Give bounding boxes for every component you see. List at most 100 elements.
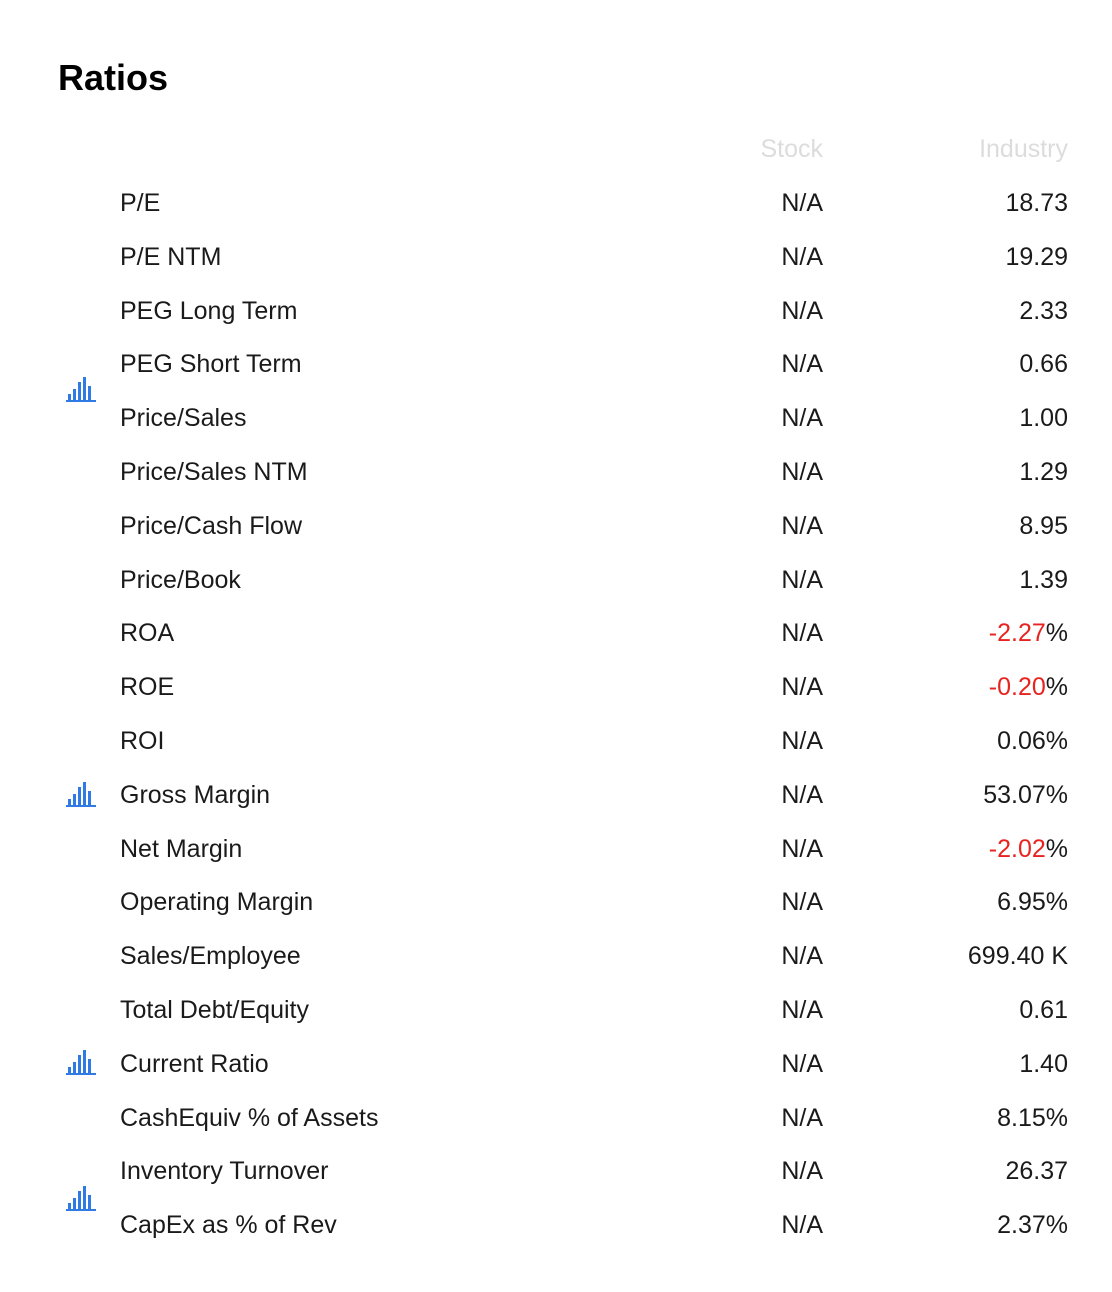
ratio-row: Inventory Turnover N/A 26.37 (0, 1144, 1112, 1198)
industry-value: 8.15% (997, 1103, 1068, 1133)
ratio-label: ROE (120, 673, 175, 702)
column-header-industry: Industry (979, 135, 1068, 163)
ratio-row: PEG Short Term N/A 0.66 (0, 337, 1112, 391)
ratio-row: Gross Margin N/A 53.07% (0, 768, 1112, 822)
page-title: Ratios (58, 57, 169, 98)
ratio-row: P/E NTM N/A 19.29 (0, 230, 1112, 284)
industry-number: 26.37 (1005, 1157, 1068, 1186)
bar-chart-icon[interactable] (66, 1185, 96, 1211)
ratio-row: Price/Sales N/A 1.00 (0, 391, 1112, 445)
industry-number: 2.33 (1019, 296, 1068, 325)
industry-value: 53.07% (983, 780, 1068, 810)
stock-value: N/A (781, 189, 823, 217)
industry-number: -2.27 (988, 619, 1046, 648)
ratio-row: Operating Margin N/A 6.95% (0, 875, 1112, 929)
industry-value: 6.95% (997, 887, 1068, 917)
stock-value: N/A (781, 1211, 823, 1240)
percent-suffix: % (1045, 834, 1068, 863)
ratio-label: ROA (120, 619, 175, 648)
industry-value: 699.40 K (968, 941, 1068, 971)
percent-suffix: % (1045, 673, 1068, 702)
industry-value: 0.61 (1019, 995, 1068, 1025)
ratio-label: P/E (120, 189, 161, 217)
ratio-label: Current Ratio (120, 1049, 269, 1078)
stock-value: N/A (781, 995, 823, 1024)
ratio-row: Current Ratio N/A 1.40 (0, 1037, 1112, 1091)
ratio-label: ROI (120, 726, 165, 755)
industry-value: 2.33 (1019, 296, 1068, 326)
ratio-label: Net Margin (120, 834, 243, 863)
ratio-label: Price/Sales (120, 404, 247, 433)
industry-number: 1.00 (1019, 404, 1068, 433)
ratio-row: CashEquiv % of Assets N/A 8.15% (0, 1091, 1112, 1145)
industry-number: 8.95 (1019, 511, 1068, 540)
ratio-row: PEG Long Term N/A 2.33 (0, 284, 1112, 338)
industry-value: 1.39 (1019, 565, 1068, 595)
stock-value: N/A (781, 457, 823, 486)
industry-value: 2.37% (997, 1210, 1068, 1240)
industry-number: 1.29 (1019, 457, 1068, 486)
ratio-row: Price/Sales NTM N/A 1.29 (0, 445, 1112, 499)
ratio-label: PEG Short Term (120, 350, 302, 379)
stock-value: N/A (781, 942, 823, 971)
percent-suffix: % (1045, 619, 1068, 648)
industry-value: 26.37 (1005, 1156, 1068, 1186)
bar-chart-icon[interactable] (66, 376, 96, 402)
bar-chart-icon[interactable] (66, 1049, 96, 1075)
stock-value: N/A (781, 565, 823, 594)
stock-value: N/A (781, 780, 823, 809)
ratio-row: ROI N/A 0.06% (0, 714, 1112, 768)
industry-number: 1.40 (1019, 1049, 1068, 1078)
stock-value: N/A (781, 1157, 823, 1186)
industry-value: -2.02% (989, 834, 1068, 864)
ratio-label: PEG Long Term (120, 296, 298, 325)
stock-value: N/A (781, 888, 823, 917)
ratio-row: ROA N/A -2.27% (0, 606, 1112, 660)
industry-number: 53.07% (983, 780, 1068, 809)
ratios-table: P/E N/A 18.73 P/E NTM N/A 19.29 PEG Long Ter… (0, 176, 1112, 1252)
ratio-label: Inventory Turnover (120, 1157, 329, 1186)
industry-number: 6.95% (997, 888, 1068, 917)
stock-value: N/A (781, 673, 823, 702)
ratio-label: Gross Margin (120, 780, 271, 809)
ratio-row: Total Debt/Equity N/A 0.61 (0, 983, 1112, 1037)
industry-number: 2.37% (997, 1211, 1068, 1240)
industry-number: 8.15% (997, 1103, 1068, 1132)
stock-value: N/A (781, 511, 823, 540)
industry-value: -0.20% (989, 672, 1068, 702)
industry-number: 0.61 (1019, 995, 1068, 1024)
ratio-row: Price/Cash Flow N/A 8.95 (0, 499, 1112, 553)
ratio-label: Operating Margin (120, 888, 314, 917)
industry-value: 0.66 (1019, 349, 1068, 379)
ratio-row: Sales/Employee N/A 699.40 K (0, 929, 1112, 983)
industry-number: -2.02 (988, 834, 1046, 863)
bar-chart-icon[interactable] (66, 781, 96, 807)
industry-number: 699.40 K (967, 942, 1068, 971)
industry-number: 19.29 (1005, 242, 1068, 271)
ratio-row: CapEx as % of Rev N/A 2.37% (0, 1198, 1112, 1252)
ratio-label: Price/Cash Flow (120, 511, 302, 540)
ratio-label: Price/Sales NTM (120, 457, 308, 486)
industry-number: 0.66 (1019, 350, 1068, 379)
ratio-label: Price/Book (120, 565, 241, 594)
ratio-row: P/E N/A 18.73 (0, 176, 1112, 230)
industry-value: 0.06% (997, 726, 1068, 756)
ratio-label: CashEquiv % of Assets (120, 1103, 379, 1132)
industry-value: 18.73 (1005, 188, 1068, 218)
industry-value: 8.95 (1019, 511, 1068, 541)
industry-number: 0.06% (997, 726, 1068, 755)
ratio-label: Sales/Employee (120, 942, 301, 971)
stock-value: N/A (781, 296, 823, 325)
stock-value: N/A (781, 404, 823, 433)
industry-value: 1.00 (1019, 403, 1068, 433)
stock-value: N/A (781, 726, 823, 755)
stock-value: N/A (781, 1103, 823, 1132)
ratio-label: P/E NTM (120, 242, 222, 271)
industry-value: 1.29 (1019, 457, 1068, 487)
stock-value: N/A (781, 834, 823, 863)
ratio-label: Total Debt/Equity (120, 995, 309, 1024)
ratio-row: ROE N/A -0.20% (0, 660, 1112, 714)
industry-value: -2.27% (989, 618, 1068, 648)
industry-value: 19.29 (1005, 242, 1068, 272)
industry-number: 1.39 (1019, 565, 1068, 594)
